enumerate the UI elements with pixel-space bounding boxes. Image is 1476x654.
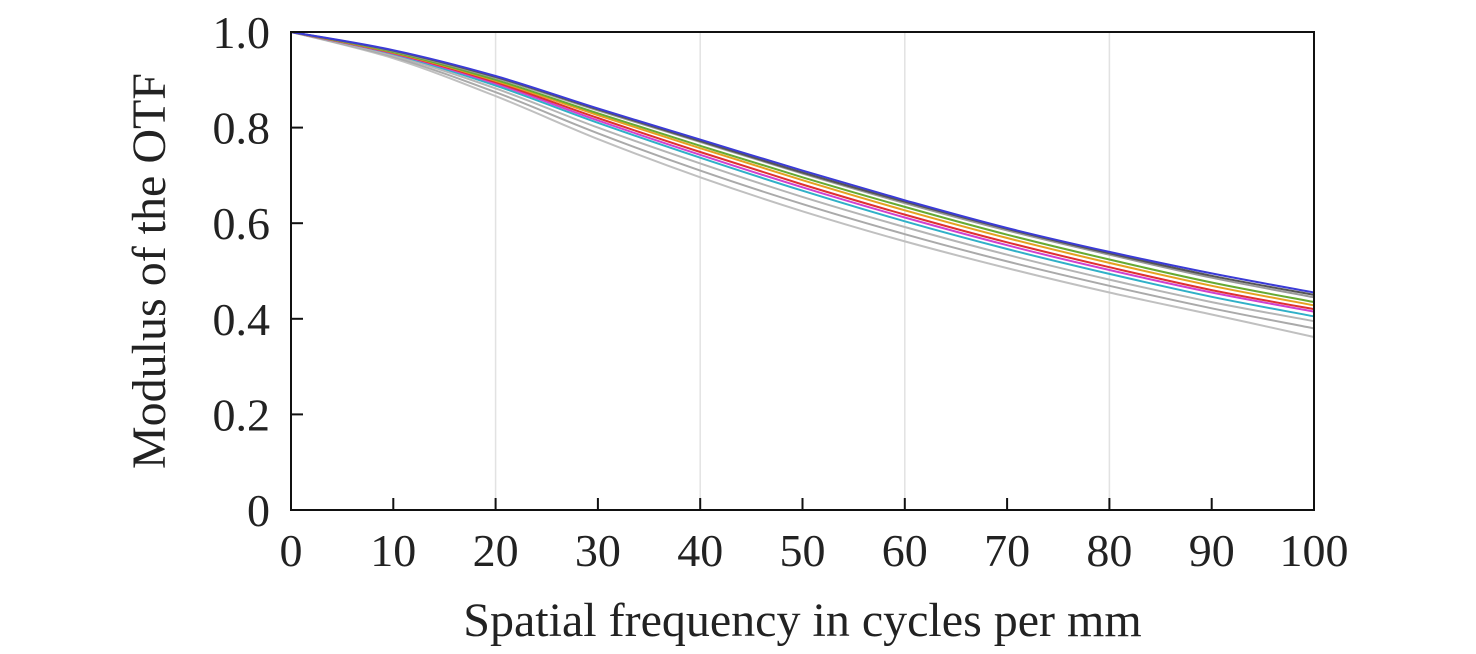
x-tick-label: 10 (370, 525, 416, 576)
mtf-curve (290, 31, 1315, 294)
x-tick-label: 60 (882, 525, 928, 576)
mtf-curve (290, 31, 1315, 318)
y-tick-label: 0 (247, 485, 270, 536)
y-tick-label: 0.6 (213, 198, 271, 249)
x-tick-label: 50 (780, 525, 826, 576)
y-tick-label: 0.2 (213, 389, 271, 440)
mtf-curve (290, 31, 1315, 304)
mtf-curve (290, 31, 1315, 330)
x-tick-label: 0 (280, 525, 303, 576)
y-tick-label: 0.4 (213, 294, 271, 345)
labels-layer: 0 10 20 30 40 50 60 70 80 90 100 0 0.2 0.4 0.6 0.8 1.0 (213, 7, 1349, 576)
x-tick-label: 70 (984, 525, 1030, 576)
y-axis-title: Modulus of the OTF (123, 73, 176, 469)
y-tick-label: 1.0 (213, 7, 271, 58)
x-tick-label: 20 (473, 525, 519, 576)
x-tick-label: 100 (1280, 525, 1349, 576)
mtf-curve (290, 31, 1315, 313)
mtf-curve (290, 31, 1315, 338)
x-tick-label: 30 (575, 525, 621, 576)
mtf-curve (290, 31, 1315, 311)
series-layer (290, 31, 1315, 338)
x-tick-label: 40 (677, 525, 723, 576)
mtf-curve (290, 31, 1315, 323)
x-tick-label: 90 (1189, 525, 1235, 576)
y-tick-label: 0.8 (213, 103, 271, 154)
x-tick-label: 80 (1086, 525, 1132, 576)
x-axis-title: Spatial frequency in cycles per mm (463, 594, 1141, 647)
ticks-layer (291, 126, 1213, 510)
